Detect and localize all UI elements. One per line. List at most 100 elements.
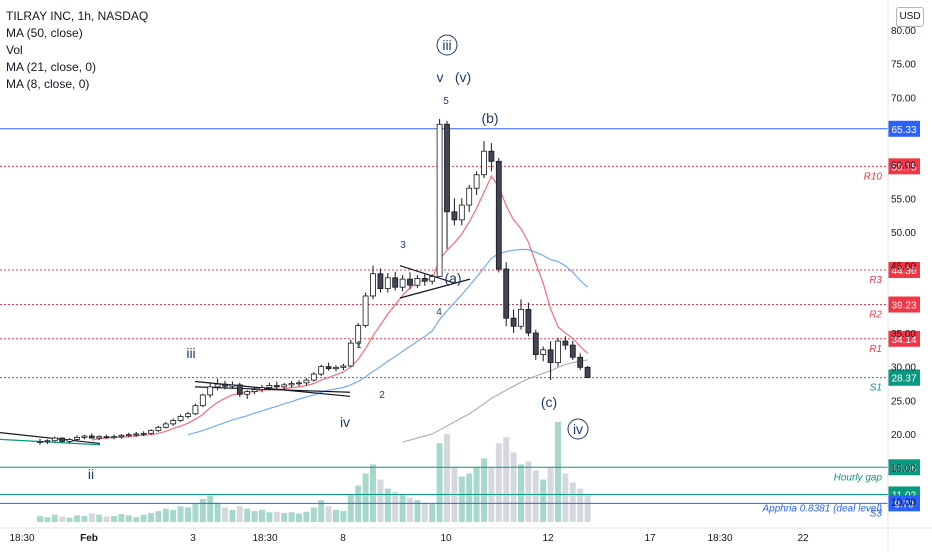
candle-body [266,385,273,388]
wave-label: iv [340,414,350,430]
volume-bar [555,422,561,522]
candle-body [429,276,436,282]
candle-body [118,434,125,438]
trend-line [0,432,101,445]
legend-ma21: MA (21, close, 0) [6,60,97,74]
candle-body [370,273,376,297]
candle-body [281,384,288,388]
price-level-value: 59.75 [891,162,916,173]
y-tick-label: 80.00 [891,26,916,37]
y-tick-label: 75.00 [891,60,916,71]
price-level-name: R2 [869,310,882,321]
volume-bar [481,458,487,522]
volume-bar [88,513,95,522]
volume-bar [414,500,421,522]
candle-body [436,123,443,277]
candle-body [59,437,66,442]
candle-body [399,278,406,288]
volume-bar [236,506,243,522]
candle-body [333,366,339,370]
candle-body [392,277,399,288]
last-price-value: 28.37 [891,374,916,385]
volume-bar [436,443,443,522]
volume-bar [384,488,391,522]
price-level-badge [888,296,920,313]
volume-bar [318,500,325,522]
candle-body [495,160,502,270]
volume-bar [525,461,532,522]
wave-label: (a) [444,270,461,286]
volume-bar [81,515,88,522]
y-tick-label: 30.00 [891,363,916,374]
wave-label: 4 [436,307,442,318]
moving-average-line [187,248,589,436]
wave-label: ii [88,466,94,482]
volume-bar [562,473,569,522]
price-level-value: 34.14 [891,335,916,346]
chart-legend: TILRAY INC, 1h, NASDAQ MA (50, close) Vo… [6,8,148,93]
candle-body [384,277,391,289]
candle-body [473,174,480,189]
candle-body [66,438,73,442]
candle-body [340,365,347,368]
volume-bar [407,497,413,522]
candle-body [222,383,228,387]
volume-bar [466,473,473,522]
wave-label: 1 [356,340,362,351]
price-level-value: 39.23 [891,301,916,312]
candle-body [377,273,384,289]
candle-body [162,423,169,428]
wave-label-circle [567,418,589,440]
volume-bar [377,479,384,522]
y-tick-label: 20.00 [891,430,916,441]
volume-bar [569,482,576,522]
currency-button[interactable]: USD [896,7,924,27]
price-level-value: 9.70 [894,499,914,510]
price-level-badge [888,158,920,175]
wave-label: v [437,69,444,85]
candle-body [155,426,162,432]
volume-bar [510,452,517,522]
wave-label: iv [573,421,583,437]
candle-body [207,386,214,396]
candle-body [421,278,428,282]
volume-bar [170,509,177,522]
legend-vol: Vol [6,43,23,57]
candle-body [199,394,206,407]
candle-body [170,420,177,425]
wave-label: 2 [379,390,385,401]
last-price-badge [888,369,920,386]
trend-line [399,278,471,299]
volume-bar [495,443,502,522]
candle-body [51,437,58,442]
volume-bar [399,494,406,522]
volume-bar [155,511,162,522]
volume-bar [162,508,169,522]
volume-bar [503,437,510,522]
y-tick-label: 15.00 [891,464,916,475]
candle-body [325,366,332,370]
price-level-name: S1 [870,383,882,394]
volume-bar [125,515,132,522]
volume-bar [244,508,251,522]
wave-label-circle [436,34,458,56]
candle-body [37,441,43,443]
volume-bar [103,516,110,522]
x-tick-label: 12 [542,533,554,544]
volume-bar [229,509,236,522]
x-tick-label: 22 [797,533,809,544]
candle-body [103,436,110,439]
wave-label: (b) [481,110,498,126]
volume-bar [111,515,117,522]
volume-bar [273,511,280,522]
volume-bar [577,488,584,522]
price-level-value: 65.33 [891,125,916,136]
candle-body [310,373,317,381]
trend-line [194,386,351,393]
candle-body [192,405,199,415]
candle-body [532,332,539,355]
x-tick-label: 18:30 [252,533,277,544]
volume-bar [362,473,369,522]
